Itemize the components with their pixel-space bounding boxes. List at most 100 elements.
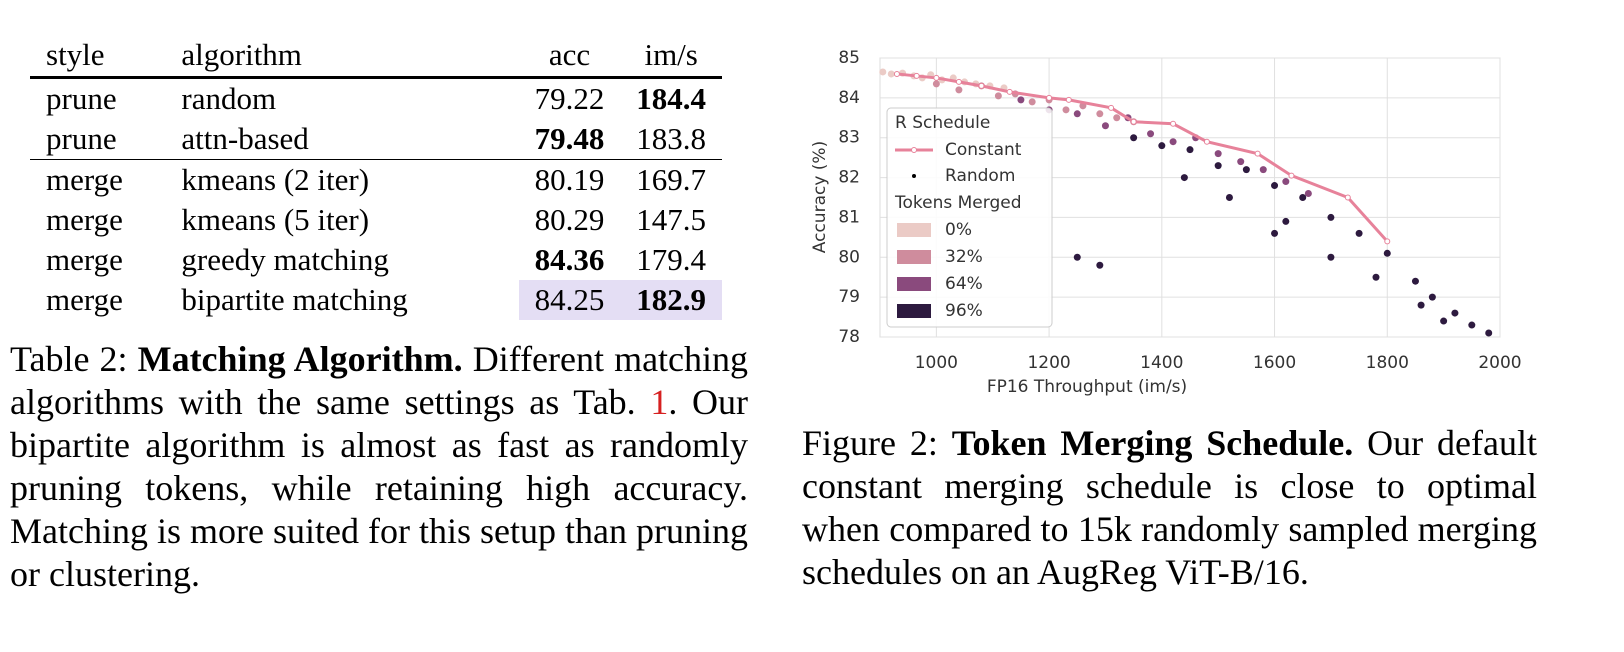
cell: prune: [46, 81, 117, 116]
random-point: [1101, 122, 1109, 130]
header-cell: algorithm: [165, 34, 519, 79]
y-tick-label: 85: [838, 48, 860, 68]
legend-entry: 64%: [945, 274, 983, 294]
cell: 147.5: [636, 202, 707, 237]
random-point: [1299, 194, 1307, 201]
random-point: [1440, 317, 1448, 325]
constant-marker: [1108, 104, 1115, 111]
cell: 169.7: [636, 162, 707, 197]
legend-entry: 96%: [945, 301, 983, 321]
random-point: [1282, 178, 1290, 186]
random-point: [1028, 98, 1036, 106]
random-point: [1225, 194, 1233, 201]
random-point: [1327, 213, 1335, 221]
cell: prune: [30, 119, 166, 160]
random-point: [1214, 162, 1222, 170]
random-point: [1214, 150, 1222, 158]
legend-marker: [911, 147, 917, 153]
random-point: [1372, 273, 1380, 281]
cell: merge: [46, 242, 123, 277]
random-point: [1428, 293, 1436, 301]
cell: 182.9: [620, 280, 722, 320]
x-tick-label: 1800: [1366, 353, 1409, 373]
random-point: [1383, 249, 1391, 257]
random-point: [1417, 301, 1425, 309]
cell: merge: [46, 162, 123, 197]
y-axis-label: Accuracy (%): [810, 141, 830, 253]
row: prune attn-based 79.48 183.8: [30, 119, 722, 160]
legend-entry: 32%: [945, 247, 983, 267]
random-point: [1271, 182, 1279, 190]
legend: R Schedule Constant Random Tokens Merged 0% 3…: [886, 107, 1053, 328]
cell: 84.36: [534, 242, 605, 277]
random-point: [1073, 110, 1081, 118]
caption-ref[interactable]: 1: [650, 382, 669, 422]
caption-title: Token Merging Schedule.: [951, 423, 1354, 463]
cell: 184.4: [636, 81, 707, 116]
random-point: [994, 92, 1002, 100]
constant-marker: [1006, 88, 1013, 95]
random-point: [1451, 309, 1459, 317]
random-point: [1468, 321, 1476, 329]
line: [893, 70, 1391, 245]
x-tick-label: 1200: [1027, 353, 1070, 373]
header-cell: im/s: [620, 34, 722, 79]
random-point: [932, 80, 940, 88]
results-table: style algorithm acc im/s prune random 79…: [30, 34, 722, 320]
caption-label: Table 2:: [10, 339, 128, 379]
legend-marker: [912, 174, 916, 178]
constant-line: [896, 72, 1389, 243]
caption-text: Our default constant merging schedule is…: [802, 423, 1537, 592]
constant-marker: [978, 82, 985, 89]
random-point: [1271, 229, 1279, 237]
y-tick-label: 81: [838, 207, 860, 227]
cell: kmeans (5 iter): [181, 202, 370, 237]
constant-marker: [1344, 194, 1351, 201]
legend-swatch: [897, 250, 931, 264]
y-tick-label: 78: [838, 327, 860, 347]
random-point: [1147, 130, 1155, 138]
random-point: [1062, 106, 1070, 114]
legend-swatch: [897, 223, 931, 237]
random-point: [1304, 190, 1312, 198]
constant-marker: [1384, 238, 1391, 245]
legend-entry: 0%: [945, 220, 972, 240]
cell: 179.4: [636, 242, 707, 277]
y-tick-label: 83: [838, 128, 860, 148]
row: merge greedy matching 84.36 179.4: [30, 240, 722, 280]
caption-label: Figure 2:: [802, 423, 938, 463]
y-tick-label: 82: [838, 168, 860, 188]
legend-entry: Random: [945, 166, 1015, 186]
x-tick-label: 1000: [915, 353, 958, 373]
header-cell: style: [30, 34, 166, 79]
legend-title: Tokens Merged: [894, 193, 1022, 213]
x-tick-label: 1600: [1253, 353, 1296, 373]
x-axis-label: FP16 Throughput (im/s): [987, 377, 1187, 397]
cell: 183.8: [620, 119, 722, 160]
cell: 84.25: [518, 280, 621, 320]
cell: 79.22: [534, 81, 605, 116]
constant-marker: [1288, 172, 1295, 179]
table-caption: Table 2: Matching Algorithm. Different m…: [10, 338, 748, 596]
random-point: [1096, 261, 1104, 269]
random-point: [1017, 96, 1025, 104]
x-tick-label: 2000: [1478, 353, 1521, 373]
cell: 80.29: [534, 202, 605, 237]
constant-marker: [1065, 96, 1072, 103]
random-point: [1282, 217, 1290, 225]
random-point: [955, 86, 963, 94]
legend-entry: Constant: [945, 140, 1022, 160]
cell: 80.19: [534, 162, 605, 197]
constant-marker: [1130, 118, 1137, 125]
cell: random: [181, 81, 277, 116]
row: prune random 79.22 184.4: [30, 78, 722, 120]
row: merge bipartite matching 84.25 182.9: [30, 280, 722, 320]
y-tick-label: 80: [838, 247, 860, 267]
points: [879, 68, 1493, 337]
y-tick-label: 79: [838, 287, 860, 307]
y-tick-label: 84: [838, 88, 860, 108]
random-point: [1180, 174, 1188, 182]
legend-box: [886, 107, 1053, 328]
random-point: [1073, 253, 1081, 261]
